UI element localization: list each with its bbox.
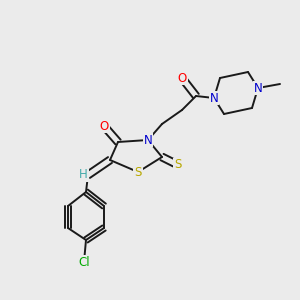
Text: N: N <box>254 82 262 94</box>
Text: H: H <box>79 169 88 182</box>
Text: O: O <box>177 71 187 85</box>
Text: Cl: Cl <box>78 256 90 268</box>
Text: N: N <box>144 134 152 146</box>
Text: S: S <box>174 158 182 172</box>
Text: N: N <box>210 92 218 104</box>
Text: O: O <box>99 119 109 133</box>
Text: S: S <box>134 166 142 178</box>
